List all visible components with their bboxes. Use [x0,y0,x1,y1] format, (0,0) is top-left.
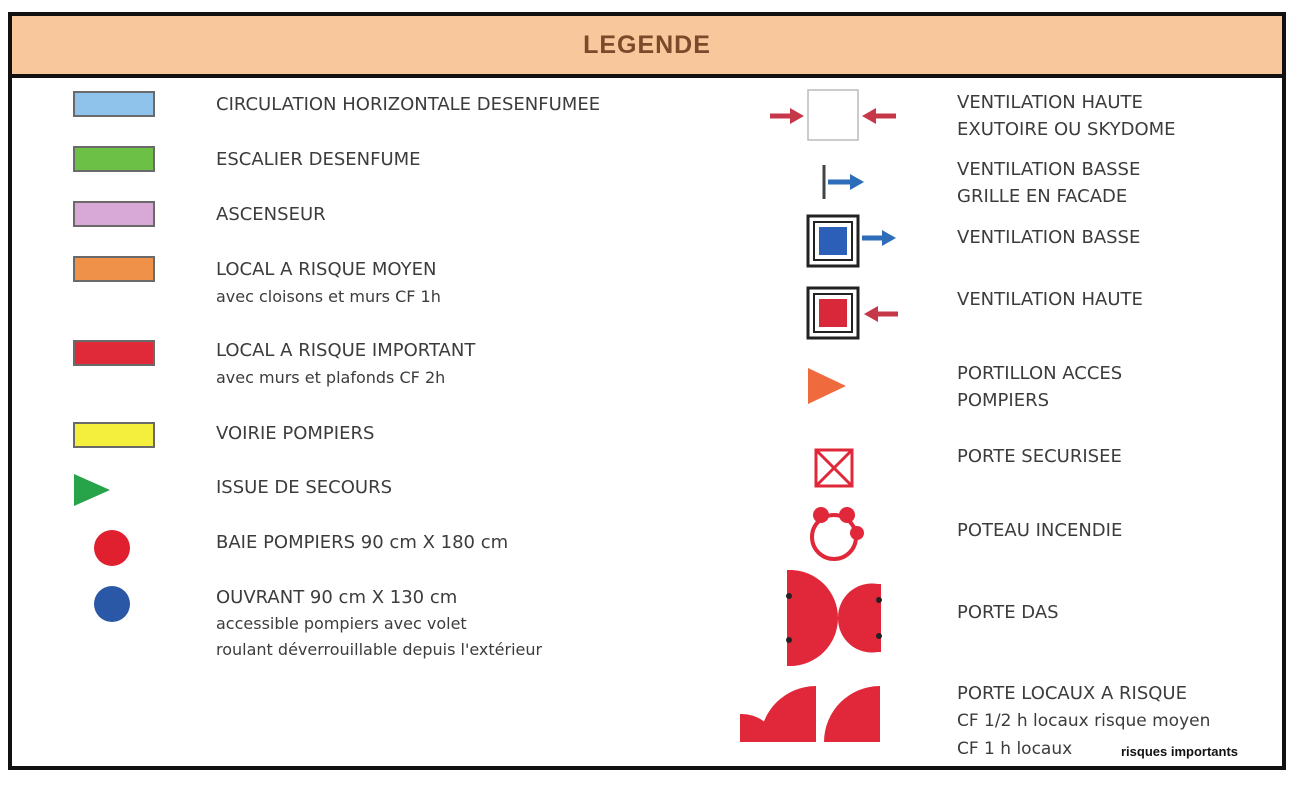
label-poteau-incendie: POTEAU INCENDIE [957,520,1123,541]
label-ventilation-basse-grille: VENTILATION BASSE GRILLE EN FACADE [957,159,1141,207]
label-escalier: ESCALIER DESENFUME [216,149,421,170]
baie-pompiers-circle-icon [94,530,130,566]
label-porte-locaux: PORTE LOCAUX A RISQUE CF 1/2 h locaux ri… [957,683,1211,759]
porte-locaux-risque-icon [740,686,880,742]
label-ventilation-basse: VENTILATION BASSE [957,227,1141,248]
label-circulation: CIRCULATION HORIZONTALE DESENFUMEE [216,94,601,115]
label-risque-moyen: LOCAL A RISQUE MOYEN avec cloisons et mu… [216,256,441,311]
ventilation-basse-icon [806,214,896,268]
sublabel-ouvrant-2: roulant déverrouillable depuis l'extérie… [216,640,543,659]
grille-facade-icon [822,165,864,199]
label-portillon: PORTILLON ACCES POMPIERS [957,363,1123,411]
footnote-risques-importants: risques importants [1121,744,1239,759]
porte-das-icon [786,570,882,666]
label-voirie: VOIRIE POMPIERS [216,423,375,444]
label-porte-securisee: PORTE SECURISEE [957,446,1122,467]
ouvrant-circle-icon [94,586,130,622]
porte-securisee-icon [814,448,854,488]
swatch-ascenseur [73,201,155,227]
label-risque-important: LOCAL A RISQUE IMPORTANT avec murs et pl… [216,337,475,392]
sublabel-risque-important: avec murs et plafonds CF 2h [216,368,446,387]
portillon-pompiers-icon [808,368,846,404]
swatch-circulation [73,91,155,117]
legend-frame: LEGENDE [8,12,1286,770]
label-ascenseur: ASCENSEUR [216,204,326,225]
label-issue-secours: ISSUE DE SECOURS [216,477,393,498]
skydome-icon [770,89,896,141]
ventilation-haute-icon [806,286,898,340]
label-ventilation-haute-skydome: VENTILATION HAUTE EXUTOIRE OU SKYDOME [957,92,1176,140]
swatch-escalier [73,146,155,172]
sublabel-ouvrant-1: accessible pompiers avec volet [216,614,467,633]
legend-title: LEGENDE [583,30,711,59]
label-ventilation-haute: VENTILATION HAUTE [957,289,1143,310]
poteau-incendie-icon [810,507,864,561]
swatch-risque-important [73,340,155,366]
swatch-risque-moyen [73,256,155,282]
label-ouvrant: OUVRANT 90 cm X 130 cm accessible pompie… [216,584,542,663]
label-baie-pompiers: BAIE POMPIERS 90 cm X 180 cm [216,532,509,553]
legend-header: LEGENDE [12,16,1282,78]
label-porte-das: PORTE DAS [957,602,1059,623]
sublabel-risque-moyen: avec cloisons et murs CF 1h [216,287,441,306]
swatch-voirie [73,422,155,448]
issue-secours-triangle-icon [74,474,110,506]
